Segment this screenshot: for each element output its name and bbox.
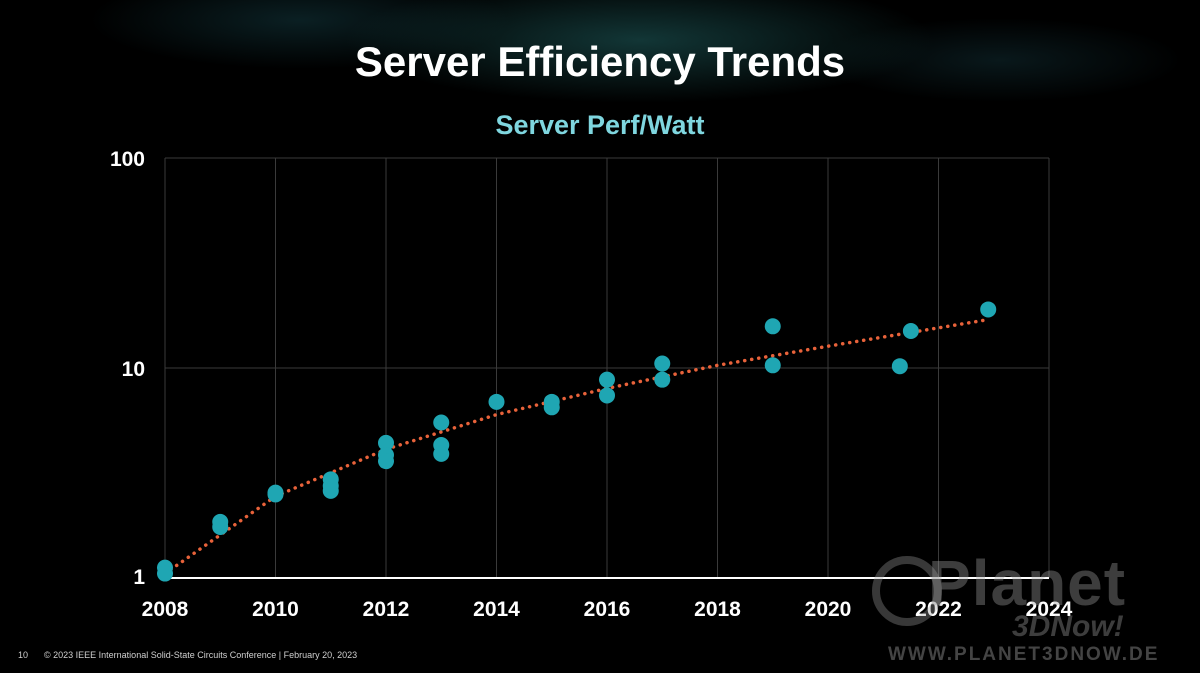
data-points <box>157 301 997 582</box>
watermark-logo-icon <box>872 556 942 626</box>
page-number: 10 <box>18 650 29 660</box>
data-point-1 <box>157 565 173 582</box>
data-point-15 <box>488 393 505 410</box>
data-point-11 <box>378 453 394 470</box>
data-point-22 <box>764 318 781 335</box>
data-point-8 <box>322 482 339 499</box>
y-tick-label-10: 10 <box>122 358 145 381</box>
data-point-24 <box>891 358 908 375</box>
y-tick-label-100: 100 <box>110 148 145 171</box>
data-point-26 <box>980 301 997 318</box>
x-tick-label-2024: 2024 <box>1026 598 1073 621</box>
data-point-18 <box>599 371 615 388</box>
x-tick-label-2010: 2010 <box>252 598 299 621</box>
y-tick-label-1: 1 <box>133 566 145 589</box>
data-point-25 <box>902 323 919 340</box>
slide-title: Server Efficiency Trends <box>354 38 846 85</box>
data-point-14 <box>433 445 450 462</box>
data-point-23 <box>764 357 781 374</box>
chart-title: Server Perf/Watt <box>495 110 705 140</box>
x-tick-label-2020: 2020 <box>805 598 852 621</box>
copyright-text: © 2023 IEEE International Solid-State Ci… <box>44 650 358 660</box>
watermark-brand: Planet <box>928 547 1127 619</box>
grid-lines <box>164 157 1050 578</box>
watermark-url: WWW.PLANET3DNOW.DE <box>888 644 1160 665</box>
data-point-21 <box>654 371 671 388</box>
x-tick-label-2008: 2008 <box>142 598 189 621</box>
x-tick-label-2012: 2012 <box>363 598 410 621</box>
x-tick-label-2018: 2018 <box>694 598 741 621</box>
data-point-3 <box>212 513 229 530</box>
data-point-20 <box>654 355 671 372</box>
background-glow <box>0 0 1200 150</box>
data-point-12 <box>433 414 450 431</box>
data-point-19 <box>599 387 615 404</box>
tick-labels: 2008 2010 2012 2014 2016 2018 2020 2022 20241101… <box>110 148 1073 621</box>
x-tick-label-2016: 2016 <box>584 598 631 621</box>
data-point-9 <box>378 434 394 451</box>
watermark-brand-sub: 3DNow! <box>1012 610 1124 643</box>
x-tick-label-2014: 2014 <box>473 598 520 621</box>
trendline <box>163 317 990 576</box>
data-point-17 <box>543 399 560 416</box>
trendline-series <box>163 317 990 576</box>
data-point-5 <box>267 484 284 501</box>
